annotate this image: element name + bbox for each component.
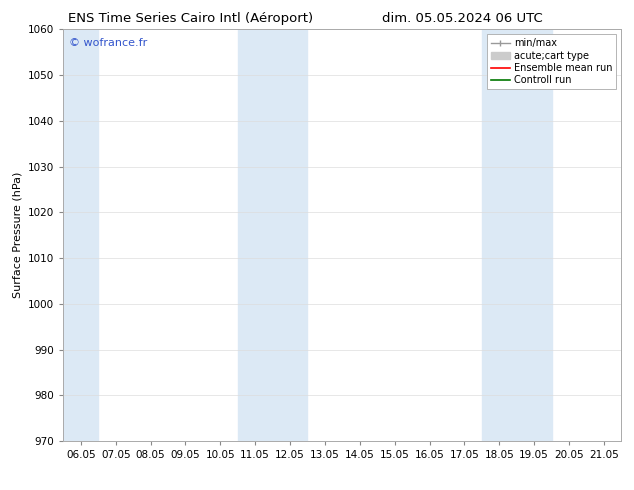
Bar: [238, 29, 307, 441]
Text: ENS Time Series Cairo Intl (Aéroport): ENS Time Series Cairo Intl (Aéroport): [68, 12, 313, 25]
Text: dim. 05.05.2024 06 UTC: dim. 05.05.2024 06 UTC: [382, 12, 543, 25]
Legend: min/max, acute;cart type, Ensemble mean run, Controll run: min/max, acute;cart type, Ensemble mean …: [487, 34, 616, 89]
Bar: [482, 29, 552, 441]
Bar: [63, 29, 98, 441]
Y-axis label: Surface Pressure (hPa): Surface Pressure (hPa): [13, 172, 23, 298]
Text: © wofrance.fr: © wofrance.fr: [69, 38, 147, 48]
